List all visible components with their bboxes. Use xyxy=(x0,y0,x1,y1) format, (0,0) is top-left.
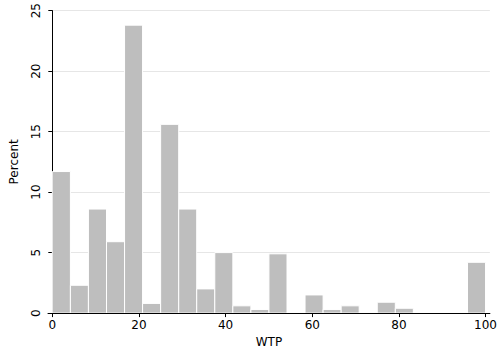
svg-text:WTP: WTP xyxy=(256,335,282,349)
svg-text:25: 25 xyxy=(29,3,43,18)
svg-text:100: 100 xyxy=(474,318,497,332)
svg-text:0: 0 xyxy=(29,309,43,317)
svg-text:5: 5 xyxy=(29,249,43,257)
svg-text:60: 60 xyxy=(305,318,320,332)
svg-text:20: 20 xyxy=(131,318,146,332)
svg-text:10: 10 xyxy=(29,184,43,199)
svg-text:Percent: Percent xyxy=(7,139,21,184)
svg-text:0: 0 xyxy=(49,318,57,332)
svg-text:20: 20 xyxy=(29,63,43,78)
svg-text:40: 40 xyxy=(218,318,233,332)
svg-text:15: 15 xyxy=(29,124,43,139)
svg-text:80: 80 xyxy=(391,318,406,332)
